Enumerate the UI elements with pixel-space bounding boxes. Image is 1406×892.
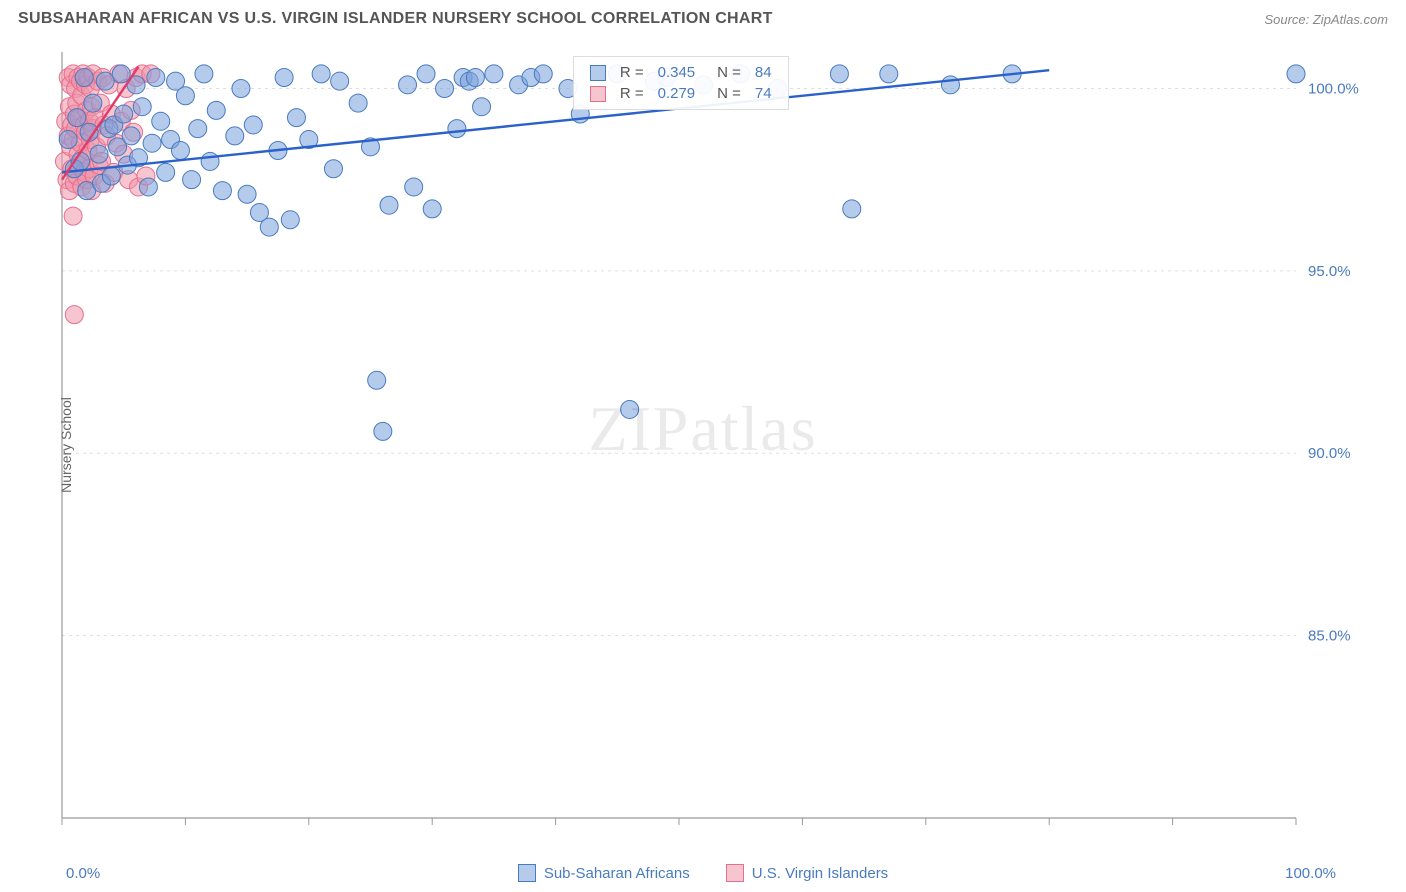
scatter-plot: 85.0% 90.0% 95.0% 100.0%: [18, 42, 1388, 848]
legend-item: Sub-Saharan Africans: [518, 864, 690, 882]
svg-text:95.0%: 95.0%: [1308, 263, 1351, 280]
stats-box: R =0.345 N =84 R =0.279 N =74: [573, 56, 789, 110]
svg-text:100.0%: 100.0%: [1308, 80, 1359, 97]
chart-area: Nursery School 85.0%90.0%95.0%100.0% ZIP…: [18, 42, 1388, 848]
chart-header: SUBSAHARAN AFRICAN VS U.S. VIRGIN ISLAND…: [0, 0, 1406, 34]
legend-item: U.S. Virgin Islanders: [726, 864, 888, 882]
chart-title: SUBSAHARAN AFRICAN VS U.S. VIRGIN ISLAND…: [18, 10, 773, 28]
chart-source: Source: ZipAtlas.com: [1264, 12, 1388, 27]
y-axis-title: Nursery School: [58, 397, 74, 493]
svg-text:85.0%: 85.0%: [1308, 628, 1351, 645]
svg-text:90.0%: 90.0%: [1308, 445, 1351, 462]
legend: Sub-Saharan Africans U.S. Virgin Islander…: [0, 864, 1406, 882]
